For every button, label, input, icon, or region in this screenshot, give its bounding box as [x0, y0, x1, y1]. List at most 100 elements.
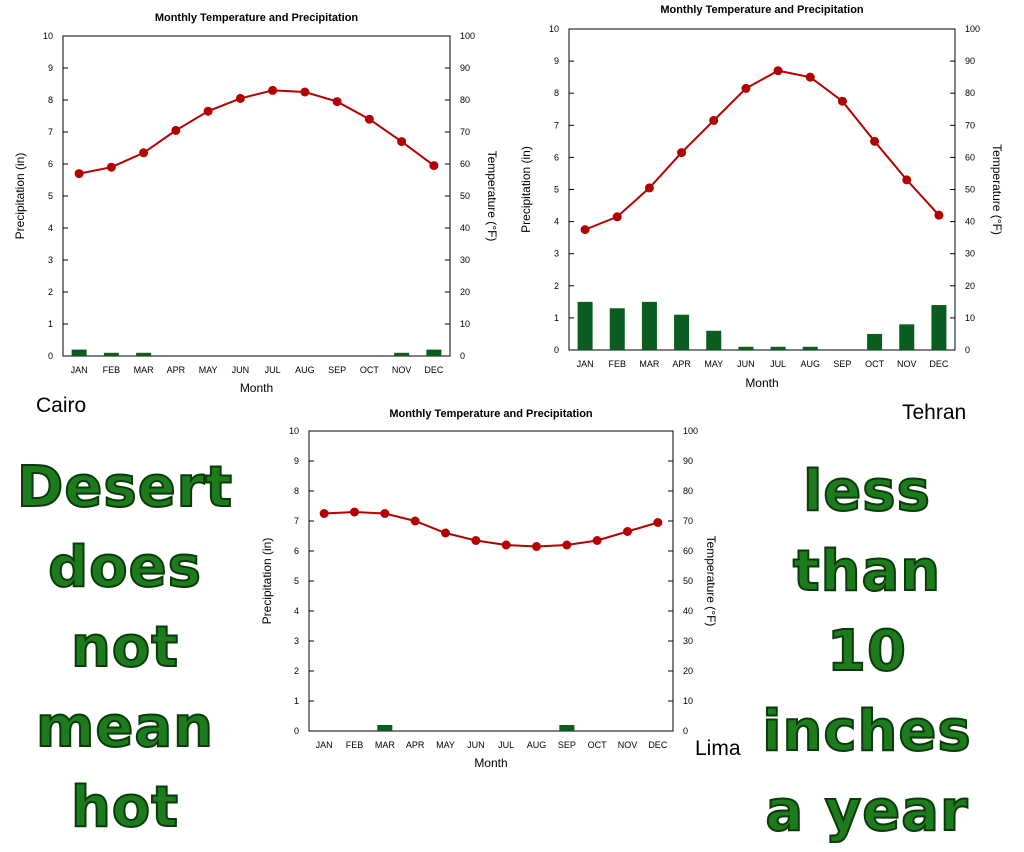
left-tick-label: 6 [48, 159, 53, 169]
left-tick-label: 1 [294, 696, 299, 706]
slogan-right-line: a year [764, 778, 969, 845]
right-tick-label: 50 [965, 185, 975, 195]
right-tick-label: 40 [965, 217, 975, 227]
right-tick-label: 100 [460, 31, 475, 41]
temperature-point [709, 115, 719, 125]
left-tick-label: 1 [554, 313, 559, 323]
x-tick-label: MAR [134, 365, 155, 375]
temperature-point [471, 536, 481, 545]
x-tick-label: OCT [588, 740, 608, 750]
right-tick-label: 30 [460, 255, 470, 265]
right-tick-label: 20 [965, 281, 975, 291]
temperature-point [870, 136, 880, 146]
right-tick-label: 70 [683, 516, 693, 526]
left-tick-label: 4 [48, 223, 53, 233]
slogan-left: Desert does not mean hot [5, 448, 245, 848]
temperature-point [397, 137, 407, 147]
left-tick-label: 1 [48, 319, 53, 329]
x-tick-label: MAR [639, 359, 660, 369]
temperature-line [584, 69, 940, 231]
temperature-point [429, 161, 439, 171]
temperature-point [235, 93, 245, 103]
precip-bar [377, 725, 393, 731]
right-tick-label: 0 [460, 351, 465, 361]
x-tick-label: JUL [770, 359, 786, 369]
slogan-right: less than 10 inches a year [722, 452, 1012, 852]
slogan-right-line: less [802, 458, 931, 525]
left-tick-label: 4 [294, 606, 299, 616]
x-tick-label: APR [672, 359, 691, 369]
left-tick-label: 3 [294, 636, 299, 646]
slogan-left-line: does not [47, 534, 202, 681]
temperature-point [501, 540, 511, 550]
temperature-point [741, 83, 751, 93]
chart-cairo: Monthly Temperature and Precipitation 0 1 2… [13, 12, 499, 395]
right-tick-label: 30 [683, 636, 693, 646]
precip-bar [103, 352, 119, 356]
x-tick-label: JUN [467, 740, 485, 750]
x-tick-label: MAR [375, 740, 396, 750]
right-tick-label: 60 [965, 152, 975, 162]
precip-bar [426, 349, 442, 356]
left-tick-label: 2 [48, 287, 53, 297]
left-tick-label: 6 [294, 546, 299, 556]
slogan-left-line: mean [35, 694, 214, 761]
y-axis-label-right: Temperature (°F) [990, 144, 1004, 235]
x-axis-label: Month [745, 376, 778, 390]
temperature-point [350, 507, 359, 517]
temperature-point [773, 66, 783, 76]
x-tick-label: JUN [737, 359, 755, 369]
left-tick-label: 7 [554, 120, 559, 130]
temperature-point [805, 72, 815, 82]
x-tick-label: DEC [929, 359, 949, 369]
precip-bar [931, 305, 947, 350]
left-tick-label: 9 [554, 56, 559, 66]
temperature-point [592, 536, 602, 545]
right-tick-label: 40 [460, 223, 470, 233]
temperature-point [837, 96, 847, 106]
city-label-cairo: Cairo [36, 394, 87, 417]
temperature-point [410, 516, 420, 526]
temperature-point [74, 169, 84, 179]
precip-bar [674, 314, 690, 350]
right-tick-label: 10 [965, 313, 975, 323]
left-tick-label: 0 [48, 351, 53, 361]
precip-bar [867, 333, 883, 350]
left-tick-label: 2 [554, 281, 559, 291]
temperature-line [78, 89, 435, 175]
slogan-right-line: than [792, 538, 942, 605]
chart-tehran: Monthly Temperature and Precipitation 0 1 2… [519, 4, 1004, 390]
right-tick-label: 90 [965, 56, 975, 66]
x-tick-label: NOV [392, 365, 412, 375]
x-tick-label: AUG [800, 359, 820, 369]
right-tick-label: 60 [683, 546, 693, 556]
x-tick-label: JAN [577, 359, 594, 369]
left-tick-label: 5 [48, 191, 53, 201]
slogan-left-line: hot [70, 774, 180, 841]
y-axis-label-right: Temperature (°F) [485, 151, 499, 242]
right-tick-label: 70 [460, 127, 470, 137]
y-axis-label-right: Temperature (°F) [704, 536, 718, 627]
x-tick-label: OCT [865, 359, 885, 369]
right-tick-label: 50 [683, 576, 693, 586]
temperature-line [324, 510, 659, 548]
temperature-point [677, 148, 687, 158]
chart-title: Monthly Temperature and Precipitation [389, 408, 593, 420]
temperature-point [644, 183, 654, 193]
right-tick-label: 50 [460, 191, 470, 201]
left-tick-label: 5 [294, 576, 299, 586]
right-tick-label: 20 [460, 287, 470, 297]
left-tick-label: 5 [554, 185, 559, 195]
slogan-left-line: Desert [16, 454, 234, 521]
left-tick-label: 8 [294, 486, 299, 496]
left-tick-label: 2 [294, 666, 299, 676]
temperature-point [268, 85, 278, 95]
right-tick-label: 30 [965, 249, 975, 259]
y-axis-label-left: Precipitation (in) [519, 146, 533, 233]
right-tick-label: 10 [683, 696, 693, 706]
y-axis-label-left: Precipitation (in) [13, 153, 27, 240]
plot-frame [308, 430, 674, 732]
left-tick-label: 8 [48, 95, 53, 105]
x-tick-label: JAN [71, 365, 88, 375]
temperature-point [580, 225, 590, 235]
